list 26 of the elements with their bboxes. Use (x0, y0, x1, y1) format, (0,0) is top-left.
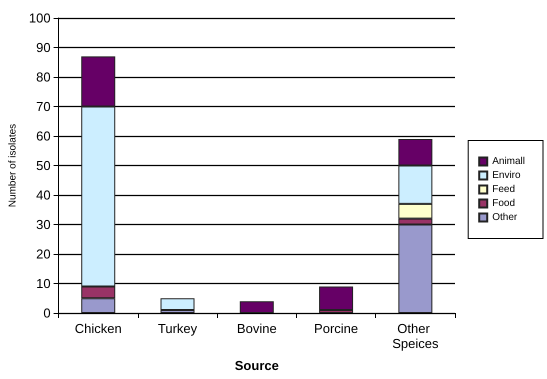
y-tick-label: 30 (36, 217, 51, 232)
x-tick-label: Turkey (158, 321, 198, 336)
y-tick-label: 0 (43, 306, 51, 320)
legend-label: Feed (492, 184, 516, 195)
legend-label: Other (492, 212, 518, 223)
y-axis-title: Number of isolates (8, 124, 18, 208)
bar (240, 301, 274, 313)
legend-label: Food (492, 198, 516, 209)
x-axis-title: Source (234, 358, 279, 373)
y-tick-label: 90 (36, 40, 51, 55)
x-tick-label: Other Speices (392, 321, 439, 351)
y-tick-label: 40 (36, 188, 51, 202)
y-tick-label: 100 (28, 10, 51, 26)
bar (319, 286, 354, 310)
x-tick-label: Chicken (74, 321, 122, 336)
y-tick-label: 20 (36, 246, 51, 262)
bar (160, 298, 195, 310)
y-tick-label: 80 (36, 70, 51, 84)
x-tick-label: Bovine (236, 321, 277, 336)
legend-label: Animall (492, 156, 526, 167)
y-tick-label: 70 (36, 99, 51, 114)
x-tick-label: Porcine (314, 321, 358, 336)
y-tick-label: 10 (36, 276, 51, 291)
y-tick-label: 60 (36, 128, 51, 144)
y-tick-label: 50 (36, 158, 51, 173)
legend-label: Enviro (492, 170, 521, 181)
